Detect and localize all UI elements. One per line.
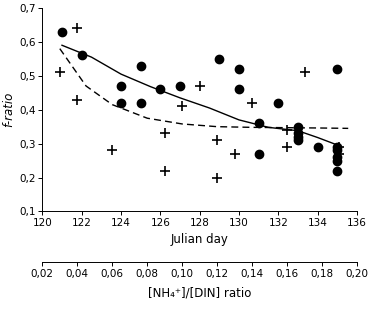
Y-axis label: f-ratio: f-ratio xyxy=(2,92,15,128)
X-axis label: Julian day: Julian day xyxy=(171,232,229,245)
X-axis label: [NH₄⁺]/[DIN] ratio: [NH₄⁺]/[DIN] ratio xyxy=(148,286,251,299)
